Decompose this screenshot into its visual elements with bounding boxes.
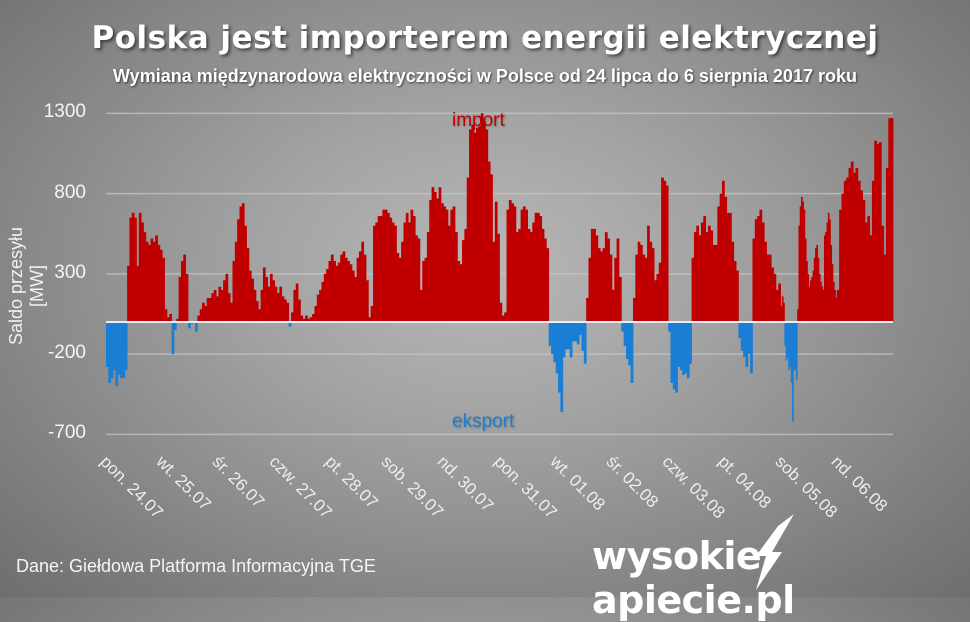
plot-area <box>106 112 894 436</box>
y-tick-label: 300 <box>54 261 86 283</box>
chart-title: Polska jest importerem energii elektrycz… <box>91 20 879 56</box>
y-tick-label: 800 <box>54 181 86 203</box>
chart-subtitle: Wymiana międzynarodowa elektryczności w … <box>113 66 857 86</box>
y-tick-label: -200 <box>47 342 86 364</box>
data-source-note: Dane: Giełdowa Platforma Informacyjna TG… <box>16 556 376 576</box>
logo-text-left: wysokie <box>592 534 762 578</box>
y-tick-label: -700 <box>47 422 86 444</box>
import-label: import <box>452 110 505 131</box>
lightning-bolt-icon <box>756 514 794 590</box>
export-label: eksport <box>452 411 515 432</box>
y-tick-label: 1300 <box>43 101 86 123</box>
